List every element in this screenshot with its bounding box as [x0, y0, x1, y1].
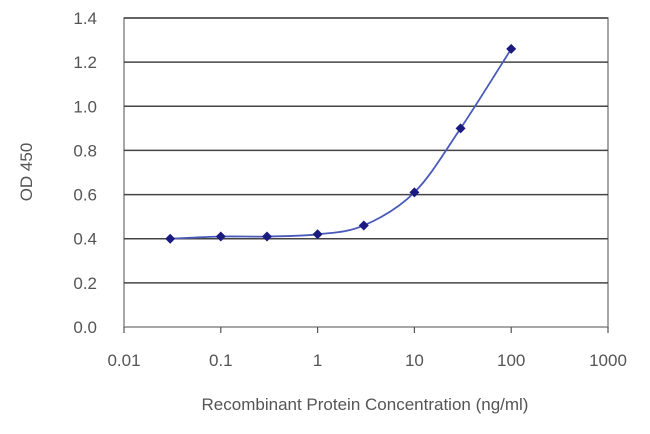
y-axis-ticks: 0.0 0.2 0.4 0.6 0.8 1.0 1.2 1.4 [73, 9, 97, 337]
plot-area [123, 17, 609, 328]
y-tick-label: 0.0 [73, 318, 97, 337]
x-tick-label: 1000 [589, 351, 627, 370]
data-point [455, 123, 466, 134]
y-tick-label: 0.4 [73, 230, 97, 249]
x-tick-label: 10 [405, 351, 424, 370]
y-tick-label: 1.2 [73, 53, 97, 72]
y-axis-title: OD 450 [17, 143, 36, 202]
y-tick-label: 0.6 [73, 186, 97, 205]
data-point [409, 187, 420, 198]
x-tick-label: 0.1 [209, 351, 233, 370]
data-points [165, 43, 517, 244]
data-point [358, 220, 369, 231]
y-tick-label: 0.2 [73, 274, 97, 293]
data-point [165, 233, 176, 244]
y-tick-label: 1.4 [73, 9, 97, 28]
plot-frame [123, 17, 609, 328]
y-tick-label: 0.8 [73, 141, 97, 160]
x-tick-label: 100 [497, 351, 525, 370]
data-point [506, 43, 517, 54]
y-tick-label: 1.0 [73, 97, 97, 116]
x-axis-ticks: 0.01 0.1 1 10 100 1000 [107, 327, 627, 370]
x-tick-label: 0.01 [107, 351, 140, 370]
x-axis-title: Recombinant Protein Concentration (ng/ml… [202, 395, 529, 414]
data-point [312, 229, 323, 240]
data-point [261, 231, 272, 242]
data-point [215, 231, 226, 242]
x-tick-label: 1 [313, 351, 322, 370]
gridlines [124, 17, 608, 284]
